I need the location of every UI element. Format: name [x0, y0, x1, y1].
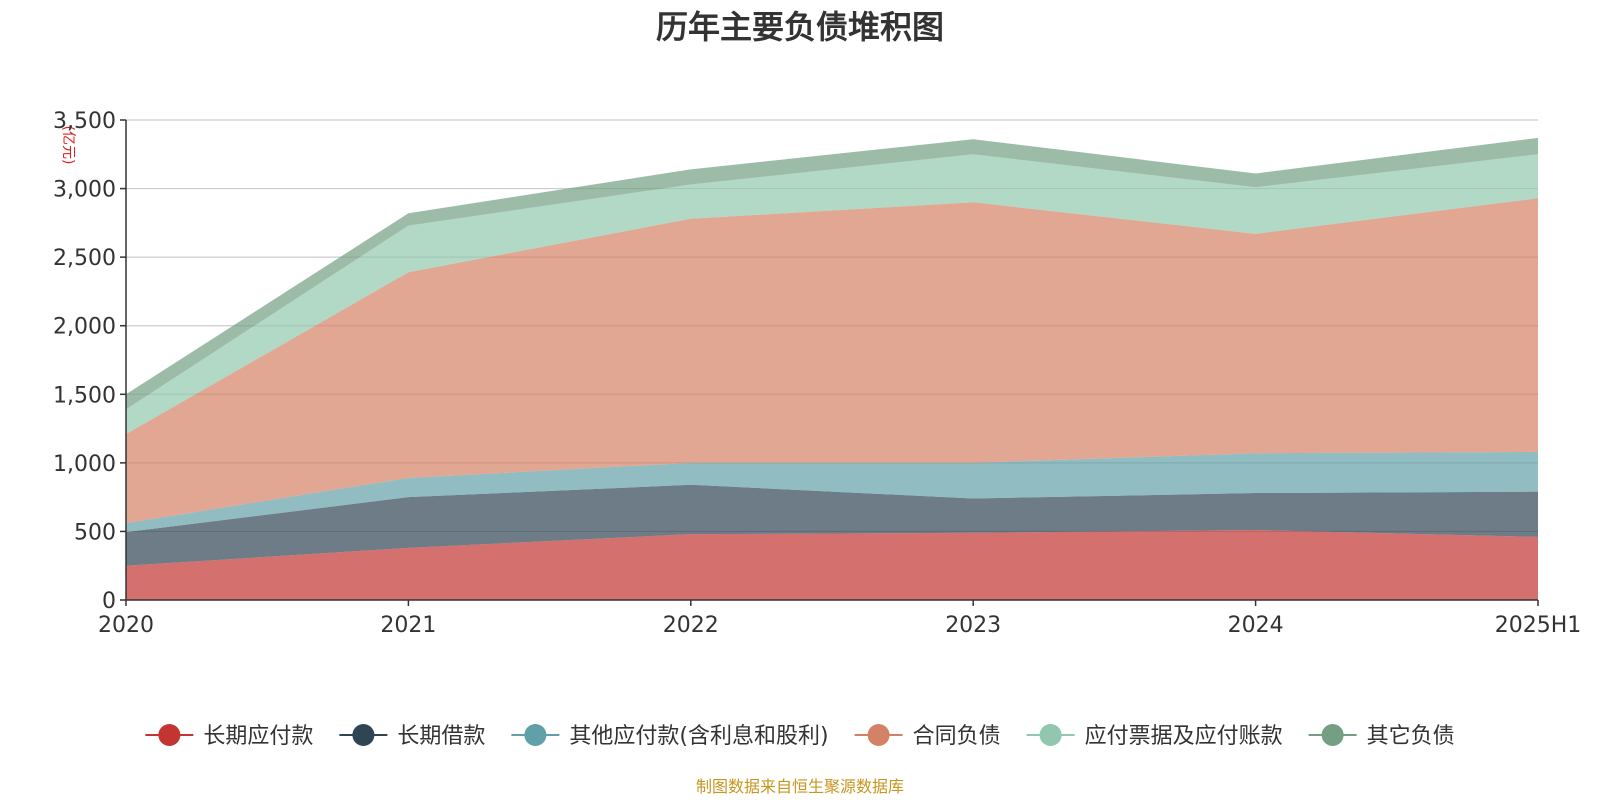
area-应付票据及应付账款	[126, 154, 1538, 435]
legend-marker	[1039, 724, 1062, 746]
legend-label: 合同负债	[913, 724, 1001, 749]
legend-label: 其它负债	[1367, 724, 1455, 749]
y-tick-label: 2,500	[53, 246, 116, 271]
legend-item[interactable]: 应付票据及应付账款	[1026, 724, 1283, 749]
y-tick-label: 0	[102, 589, 116, 614]
legend-label: 其他应付款(含利息和股利)	[569, 724, 828, 749]
x-tick-label: 2021	[380, 613, 436, 638]
y-tick-label: 3,000	[53, 178, 116, 203]
y-tick-label: 2,000	[53, 315, 116, 340]
y-tick-label: 1,000	[53, 452, 116, 477]
legend-label: 长期借款	[397, 724, 485, 749]
source-note: 制图数据来自恒生聚源数据库	[696, 777, 904, 796]
axes: 0 500 1,000 1,500 2,000 2,500 3,000 3,500 2020 20…	[53, 109, 1581, 638]
area-长期应付款	[126, 530, 1538, 600]
legend-item[interactable]: 合同负债	[854, 724, 1001, 749]
x-tick-label: 2023	[945, 613, 1001, 638]
y-tick-label: 3,500	[53, 109, 116, 134]
y-tick-label: 500	[74, 520, 116, 545]
legend-marker	[1321, 724, 1344, 746]
legend-marker	[524, 724, 547, 746]
x-tick-label: 2024	[1228, 613, 1284, 638]
legend-item[interactable]: 其它负债	[1308, 724, 1455, 749]
legend-label: 长期应付款	[203, 724, 313, 749]
chart-title: 历年主要负债堆积图	[656, 8, 944, 46]
legend-marker	[158, 724, 181, 746]
legend-item[interactable]: 长期借款	[339, 724, 485, 749]
y-tick-label: 1,500	[53, 383, 116, 408]
x-tick-label: 2025H1	[1495, 613, 1582, 638]
legend-marker	[352, 724, 375, 746]
x-tick-label: 2020	[98, 613, 154, 638]
legend-item[interactable]: 其他应付款(含利息和股利)	[511, 724, 829, 749]
y-axis-unit: (亿元)	[60, 126, 76, 165]
area-合同负债	[126, 198, 1538, 524]
series-areas	[126, 137, 1538, 600]
legend-label: 应付票据及应付账款	[1085, 724, 1283, 749]
legend-marker	[867, 724, 890, 746]
area-长期借款	[126, 484, 1538, 566]
x-tick-label: 2022	[663, 613, 719, 638]
legend-item[interactable]: 长期应付款	[145, 724, 313, 749]
legend: 长期应付款 长期借款 其他应付款(含利息和股利) 合同负债 应付票据及应付账款 其它负债	[145, 724, 1455, 749]
area-其他应付款(含利息和股利)	[126, 451, 1538, 533]
area-其它负债	[126, 137, 1538, 410]
